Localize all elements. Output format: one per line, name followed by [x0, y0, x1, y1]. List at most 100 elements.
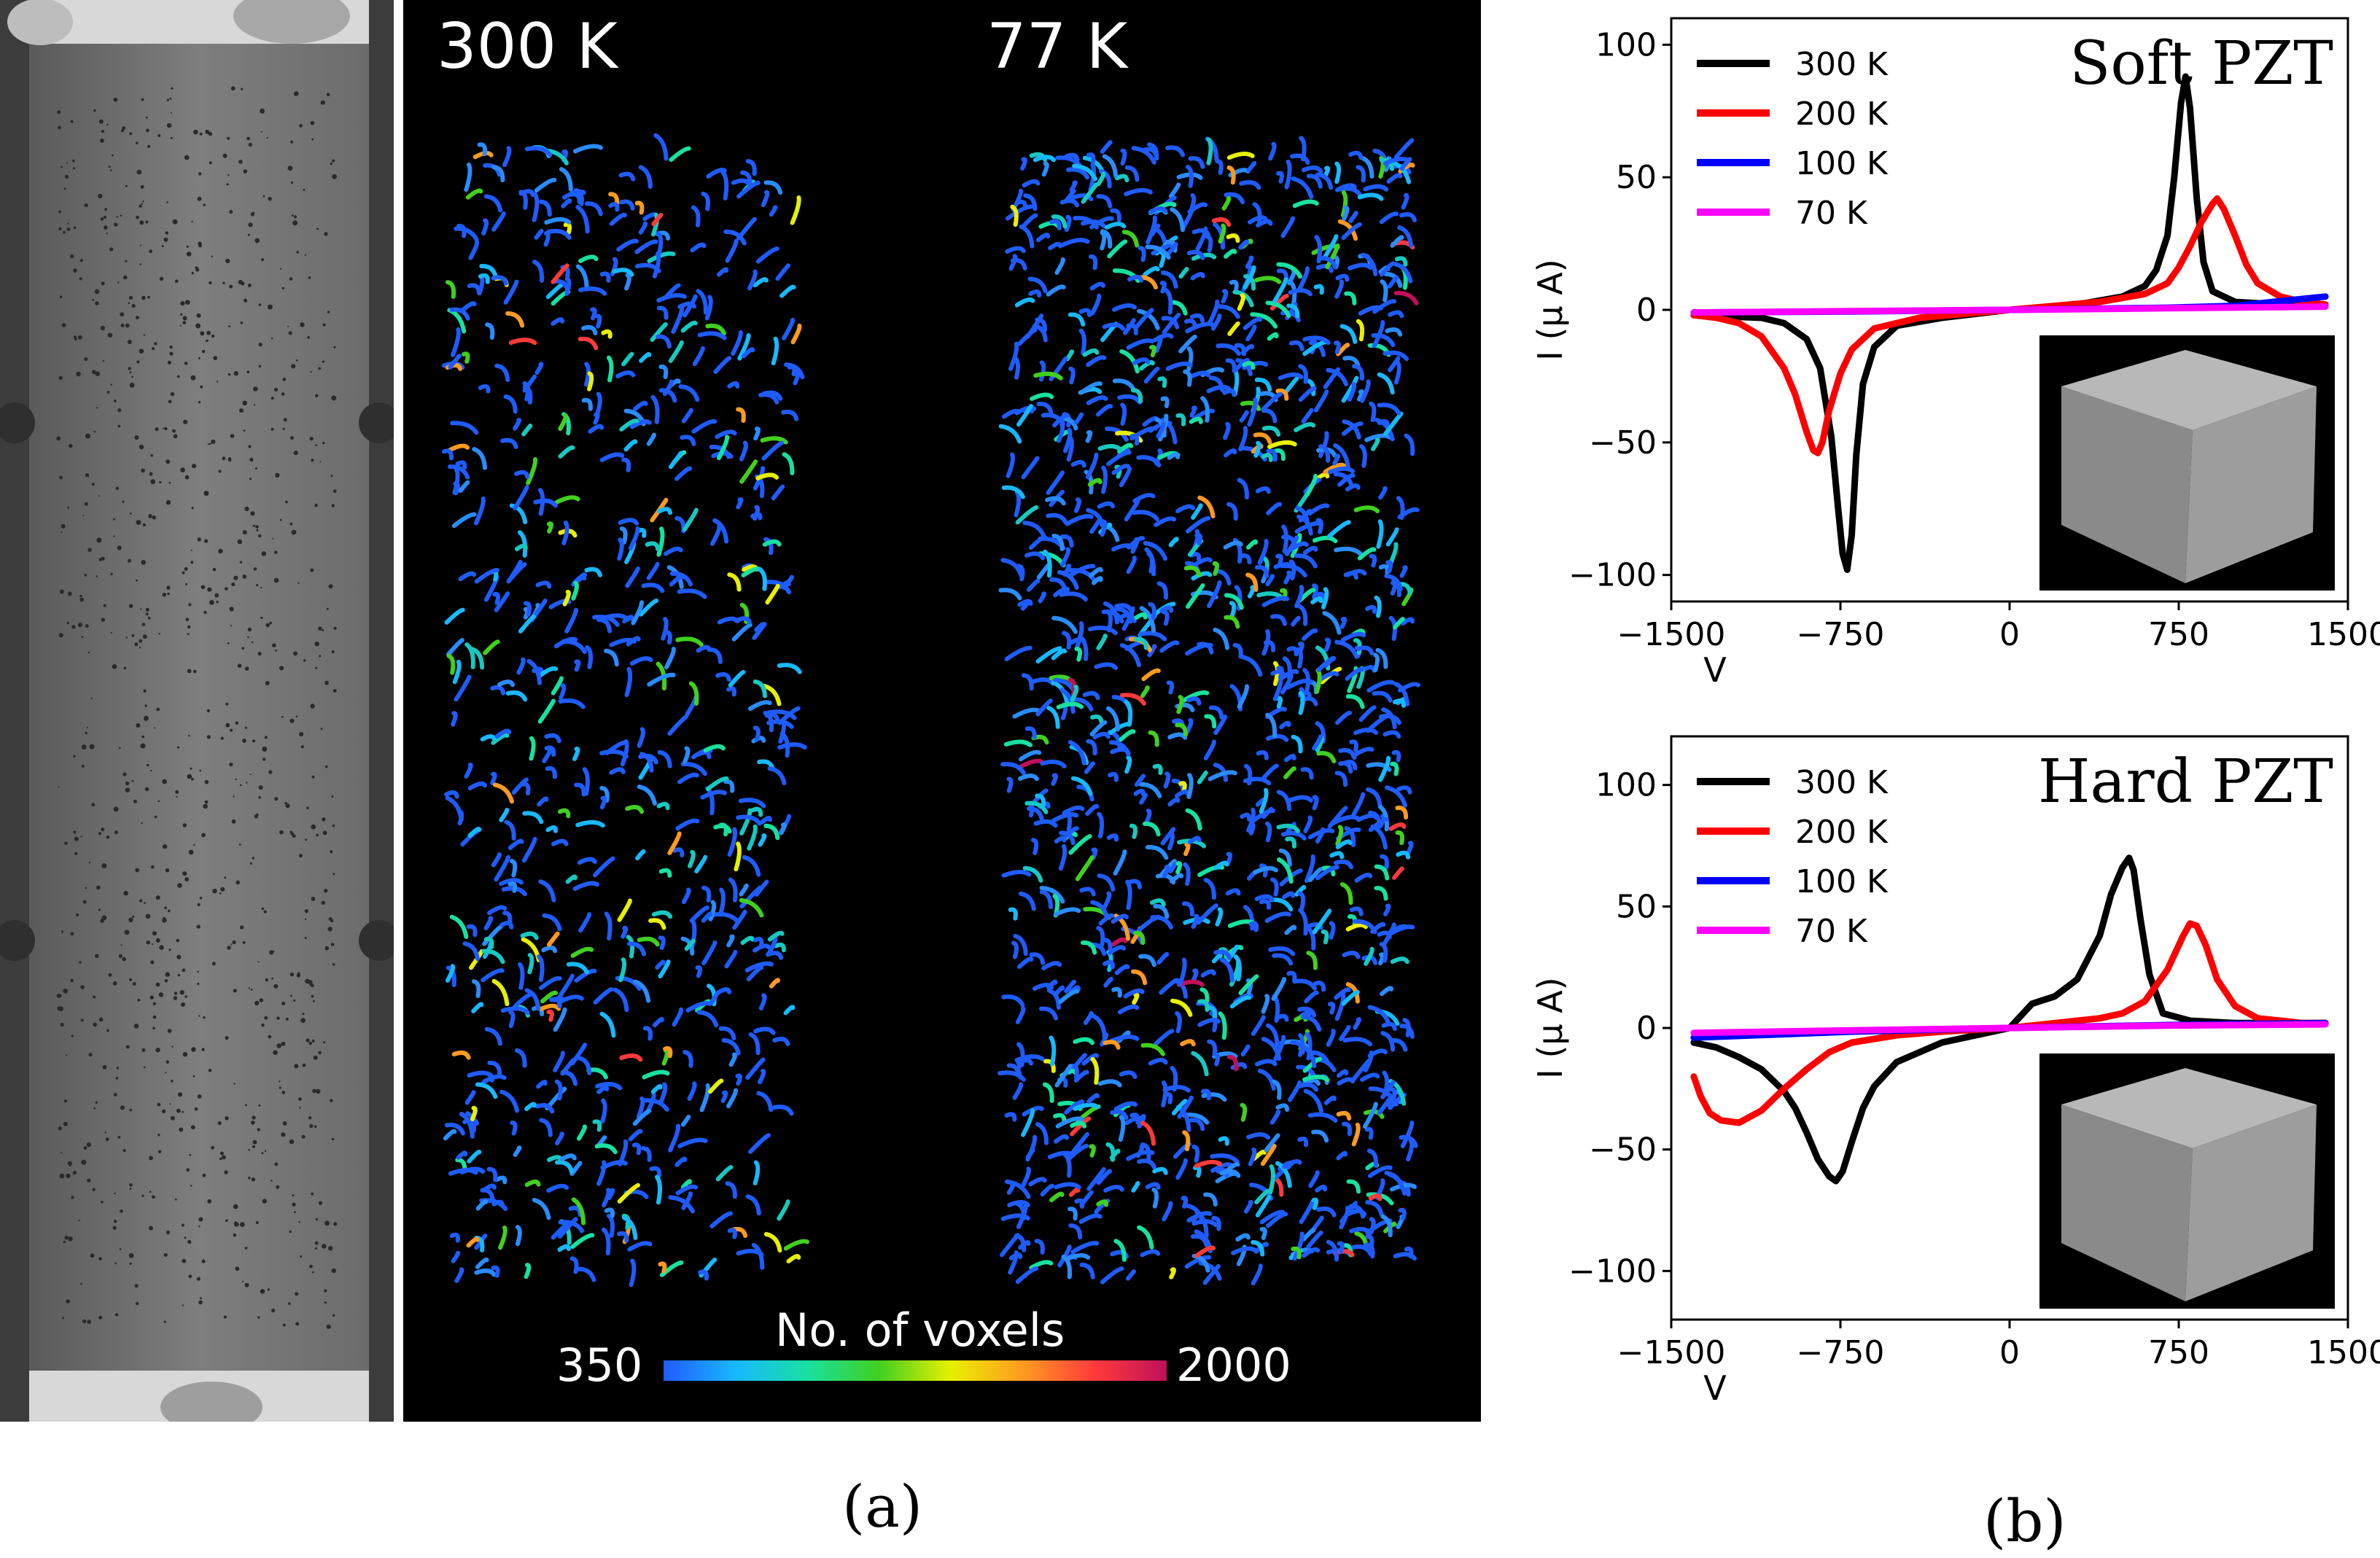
- voxel-cluster: [1261, 806, 1274, 819]
- voxel-cluster: [1105, 706, 1120, 732]
- ct-pore: [143, 689, 147, 693]
- ct-pore: [227, 642, 230, 644]
- ct-pore: [324, 232, 328, 236]
- ct-pore: [289, 972, 295, 977]
- voxel-cluster: [1401, 617, 1415, 626]
- voxel-cluster: [1166, 680, 1175, 695]
- voxel-cluster: [479, 263, 498, 279]
- ct-pore: [242, 1280, 244, 1283]
- ct-pore: [258, 343, 262, 347]
- voxel-cluster: [1015, 1005, 1026, 1024]
- voxel-cluster: [1278, 848, 1292, 868]
- ct-pore: [187, 625, 191, 629]
- voxel-cluster: [1339, 1025, 1351, 1042]
- voxel-cluster: [1361, 665, 1377, 673]
- ct-pore: [184, 155, 190, 160]
- voxel-cluster: [1356, 389, 1364, 402]
- voxel-cluster: [767, 766, 787, 786]
- voxel-cluster: [783, 1239, 809, 1251]
- voxel-cluster: [458, 480, 470, 493]
- ct-pore: [176, 795, 178, 798]
- voxel-cluster: [1011, 940, 1019, 959]
- voxel-cluster: [1349, 739, 1358, 752]
- voxel-cluster: [663, 630, 672, 644]
- voxel-cluster: [1054, 257, 1065, 275]
- ct-pore: [154, 815, 158, 819]
- ct-pore: [233, 1233, 237, 1237]
- voxel-cluster: [1133, 788, 1146, 797]
- voxel-cluster: [1210, 313, 1222, 331]
- ct-pore: [77, 335, 82, 340]
- ct-pore: [182, 1052, 188, 1057]
- ct-pore: [118, 954, 122, 959]
- ct-pore: [133, 1024, 139, 1029]
- ct-pore: [165, 972, 170, 977]
- ct-pore: [221, 1155, 226, 1160]
- voxel-cluster: [1079, 887, 1096, 897]
- voxel-cluster: [1073, 412, 1084, 425]
- ct-pore: [77, 623, 82, 628]
- ct-pore: [251, 1121, 255, 1125]
- ct-pore: [128, 558, 132, 563]
- ct-pore: [134, 435, 139, 440]
- voxel-cluster: [1239, 410, 1249, 423]
- ct-pore: [136, 316, 139, 320]
- voxel-cluster: [1068, 834, 1092, 855]
- voxel-cluster: [1178, 957, 1187, 986]
- voxel-cluster: [1140, 1121, 1156, 1146]
- voxel-cluster: [631, 1142, 642, 1156]
- ct-pore: [236, 880, 241, 885]
- voxel-cluster: [1248, 921, 1259, 932]
- ct-pore: [292, 1194, 295, 1196]
- voxel-cluster: [1175, 722, 1189, 737]
- ct-pore: [279, 1086, 281, 1089]
- voxel-cluster: [656, 661, 667, 691]
- voxel-cluster: [447, 443, 470, 453]
- voxel-cluster: [709, 912, 739, 923]
- ct-pore: [330, 475, 333, 478]
- voxel-cluster: [1266, 1212, 1288, 1228]
- voxel-cluster: [1302, 1075, 1330, 1083]
- voxel-cluster: [467, 781, 488, 790]
- voxel-cluster: [1343, 571, 1358, 580]
- voxel-cluster: [1140, 1142, 1151, 1161]
- ct-pore: [168, 949, 171, 951]
- voxel-cluster: [1398, 1207, 1407, 1221]
- x-tick-label: −1500: [1617, 616, 1726, 653]
- voxel-cluster: [554, 1079, 563, 1101]
- voxel-cluster: [617, 537, 624, 561]
- voxel-cluster: [1395, 806, 1409, 820]
- ct-pore: [322, 323, 326, 327]
- ct-pore: [158, 633, 160, 635]
- voxel-cluster: [752, 679, 767, 698]
- ct-pore: [192, 1075, 195, 1078]
- legend-label: 100 K: [1795, 863, 1889, 900]
- ct-pore: [257, 1128, 260, 1132]
- ct-pore: [244, 506, 249, 512]
- voxel-cluster: [527, 953, 534, 975]
- ct-pore: [186, 245, 189, 248]
- ct-pore: [265, 623, 270, 628]
- ct-pore: [164, 978, 168, 983]
- ct-pore: [184, 1236, 187, 1239]
- voxel-cluster: [646, 561, 660, 580]
- ct-pore: [333, 626, 337, 630]
- voxel-cluster: [740, 170, 752, 187]
- voxel-cluster: [1148, 730, 1159, 747]
- voxel-cluster: [1092, 576, 1103, 585]
- ct-pore: [261, 907, 265, 911]
- voxel-cluster: [1032, 155, 1056, 163]
- voxel-cluster: [491, 852, 502, 868]
- voxel-cluster: [1120, 148, 1127, 165]
- ct-pore: [261, 551, 267, 556]
- voxel-cluster: [593, 412, 600, 425]
- voxel-cluster: [594, 313, 602, 329]
- voxel-cluster: [1191, 1211, 1201, 1223]
- ct-pore: [191, 220, 193, 223]
- ct-pore: [95, 301, 99, 305]
- voxel-cluster: [1333, 472, 1354, 488]
- voxel-cluster: [1104, 222, 1127, 230]
- temp-label-77k: 77 K: [987, 10, 1128, 83]
- ct-pore: [250, 212, 255, 217]
